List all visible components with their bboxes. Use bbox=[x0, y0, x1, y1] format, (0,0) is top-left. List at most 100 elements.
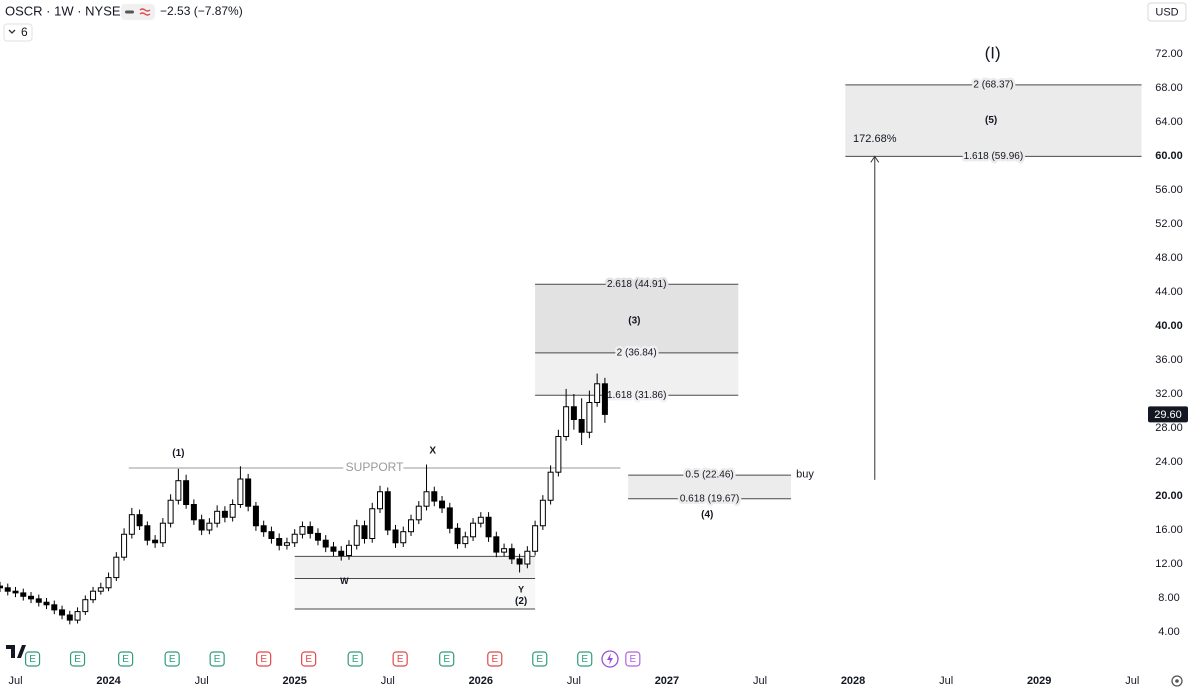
candle-body bbox=[586, 402, 593, 433]
candle-body bbox=[532, 525, 539, 552]
candle-body bbox=[493, 536, 500, 553]
candle-body bbox=[353, 525, 360, 546]
candles bbox=[0, 373, 608, 625]
candle-body bbox=[555, 436, 562, 473]
annotations: (1) X W Y(2) (3) (4) buy (5) 172.68% (I) E E E E E E E E E… bbox=[24, 43, 1001, 667]
wave-label: (2) bbox=[515, 596, 527, 607]
zone-fill bbox=[294, 556, 536, 579]
candle-body bbox=[245, 478, 252, 507]
x-tick-label: 2027 bbox=[655, 675, 679, 687]
candle-body bbox=[90, 590, 97, 601]
candle-body bbox=[152, 539, 159, 544]
candle-body bbox=[206, 522, 213, 531]
candle-body bbox=[183, 480, 190, 506]
y-tick-label: 32.00 bbox=[1155, 388, 1183, 400]
earnings-badge bbox=[256, 651, 272, 667]
y-tick-label: 72.00 bbox=[1155, 48, 1183, 60]
y-tick-label: 60.00 bbox=[1155, 150, 1183, 162]
candle-body bbox=[485, 516, 492, 538]
candle-body bbox=[377, 491, 383, 510]
settings-icon-center bbox=[1175, 679, 1179, 683]
earnings-badge bbox=[577, 651, 593, 667]
earnings-label: E bbox=[305, 654, 312, 665]
candle-body bbox=[66, 614, 73, 621]
earnings-badge bbox=[532, 651, 548, 667]
candle-body bbox=[121, 533, 128, 558]
candle-body bbox=[330, 546, 337, 552]
candle-body bbox=[28, 595, 35, 600]
candle-body bbox=[51, 604, 58, 611]
earnings-label: E bbox=[491, 654, 498, 665]
earnings-badge bbox=[301, 651, 317, 667]
indicator-toggle[interactable] bbox=[3, 23, 33, 42]
candle-body bbox=[144, 525, 151, 541]
settings-icon[interactable] bbox=[1171, 675, 1183, 687]
candle-body bbox=[221, 510, 228, 518]
x-tick-label: Jul bbox=[195, 675, 209, 687]
candle-body bbox=[299, 526, 306, 535]
x-tick-label: Jul bbox=[8, 675, 22, 687]
earnings-badge bbox=[118, 651, 134, 667]
y-tick-label: 28.00 bbox=[1155, 422, 1183, 434]
y-tick-label: 44.00 bbox=[1155, 286, 1183, 298]
status-pill bbox=[121, 4, 155, 20]
currency-button[interactable] bbox=[1147, 2, 1187, 22]
axes: 4.00 8.00 12.00 16.00 20.00 24.00 28.00 32.00 36… bbox=[8, 48, 1188, 687]
candle-body bbox=[415, 505, 422, 521]
currency-label: USD bbox=[1155, 6, 1178, 18]
candle-body bbox=[260, 525, 267, 533]
candle-body bbox=[105, 577, 112, 589]
candle-body bbox=[547, 471, 554, 501]
fib-label: 0.5 (22.46) bbox=[685, 470, 733, 481]
fib-label: 1.618 (59.96) bbox=[964, 151, 1024, 162]
candle-body bbox=[539, 499, 546, 527]
candle-body bbox=[477, 516, 484, 524]
last-price-badge bbox=[1148, 406, 1188, 423]
earnings-badge bbox=[164, 651, 180, 667]
candle-body bbox=[508, 548, 515, 560]
symbol-title: OSCR · 1W · NYSE bbox=[5, 3, 121, 18]
earnings-badge bbox=[24, 651, 41, 667]
wave-label: (1) bbox=[172, 448, 184, 459]
logo bbox=[6, 645, 26, 658]
earnings-label: E bbox=[536, 654, 543, 665]
candle-body bbox=[369, 508, 376, 539]
earnings-label: E bbox=[629, 654, 636, 665]
earnings-label: E bbox=[581, 654, 588, 665]
candle-body bbox=[578, 419, 585, 433]
candle-body bbox=[570, 406, 577, 420]
candle-body bbox=[4, 587, 11, 592]
x-tick-label: Jul bbox=[567, 675, 581, 687]
x-tick-label: 2028 bbox=[841, 675, 865, 687]
candle-body bbox=[74, 611, 81, 621]
earnings-label: E bbox=[352, 654, 359, 665]
candle-body bbox=[113, 556, 120, 579]
y-tick-label: 56.00 bbox=[1155, 184, 1183, 196]
fib-label: 1.618 (31.86) bbox=[607, 390, 667, 401]
y-tick-label: 48.00 bbox=[1155, 252, 1183, 264]
earnings-badge bbox=[439, 651, 455, 667]
candle-body bbox=[431, 491, 438, 502]
candle-body bbox=[338, 550, 345, 556]
x-tick-label: 2024 bbox=[96, 675, 121, 687]
earnings-label: E bbox=[214, 654, 221, 665]
y-tick-label: 20.00 bbox=[1155, 490, 1183, 502]
candle-body bbox=[314, 532, 321, 541]
earnings-badge bbox=[347, 651, 363, 667]
candle-body bbox=[237, 478, 244, 505]
support-label: SUPPORT bbox=[346, 460, 404, 474]
candle-body bbox=[190, 504, 197, 521]
candle-body bbox=[136, 514, 143, 527]
x-tick-label: 2029 bbox=[1027, 675, 1051, 687]
earnings-label: E bbox=[122, 654, 129, 665]
x-tick-label: Jul bbox=[939, 675, 953, 687]
y-tick-label: 24.00 bbox=[1155, 456, 1183, 468]
zones: 2.618 (44.91) 2 (36.84) 1.618 (31.86) 0.5 (… bbox=[128, 77, 1142, 610]
candle-body bbox=[59, 609, 66, 616]
fib-label: 2.618 (44.91) bbox=[607, 279, 667, 290]
candle-body bbox=[501, 548, 508, 553]
candle-body bbox=[175, 480, 182, 501]
earnings-badge bbox=[69, 651, 86, 667]
earnings-badge bbox=[487, 651, 503, 667]
zone-fill bbox=[535, 352, 739, 396]
